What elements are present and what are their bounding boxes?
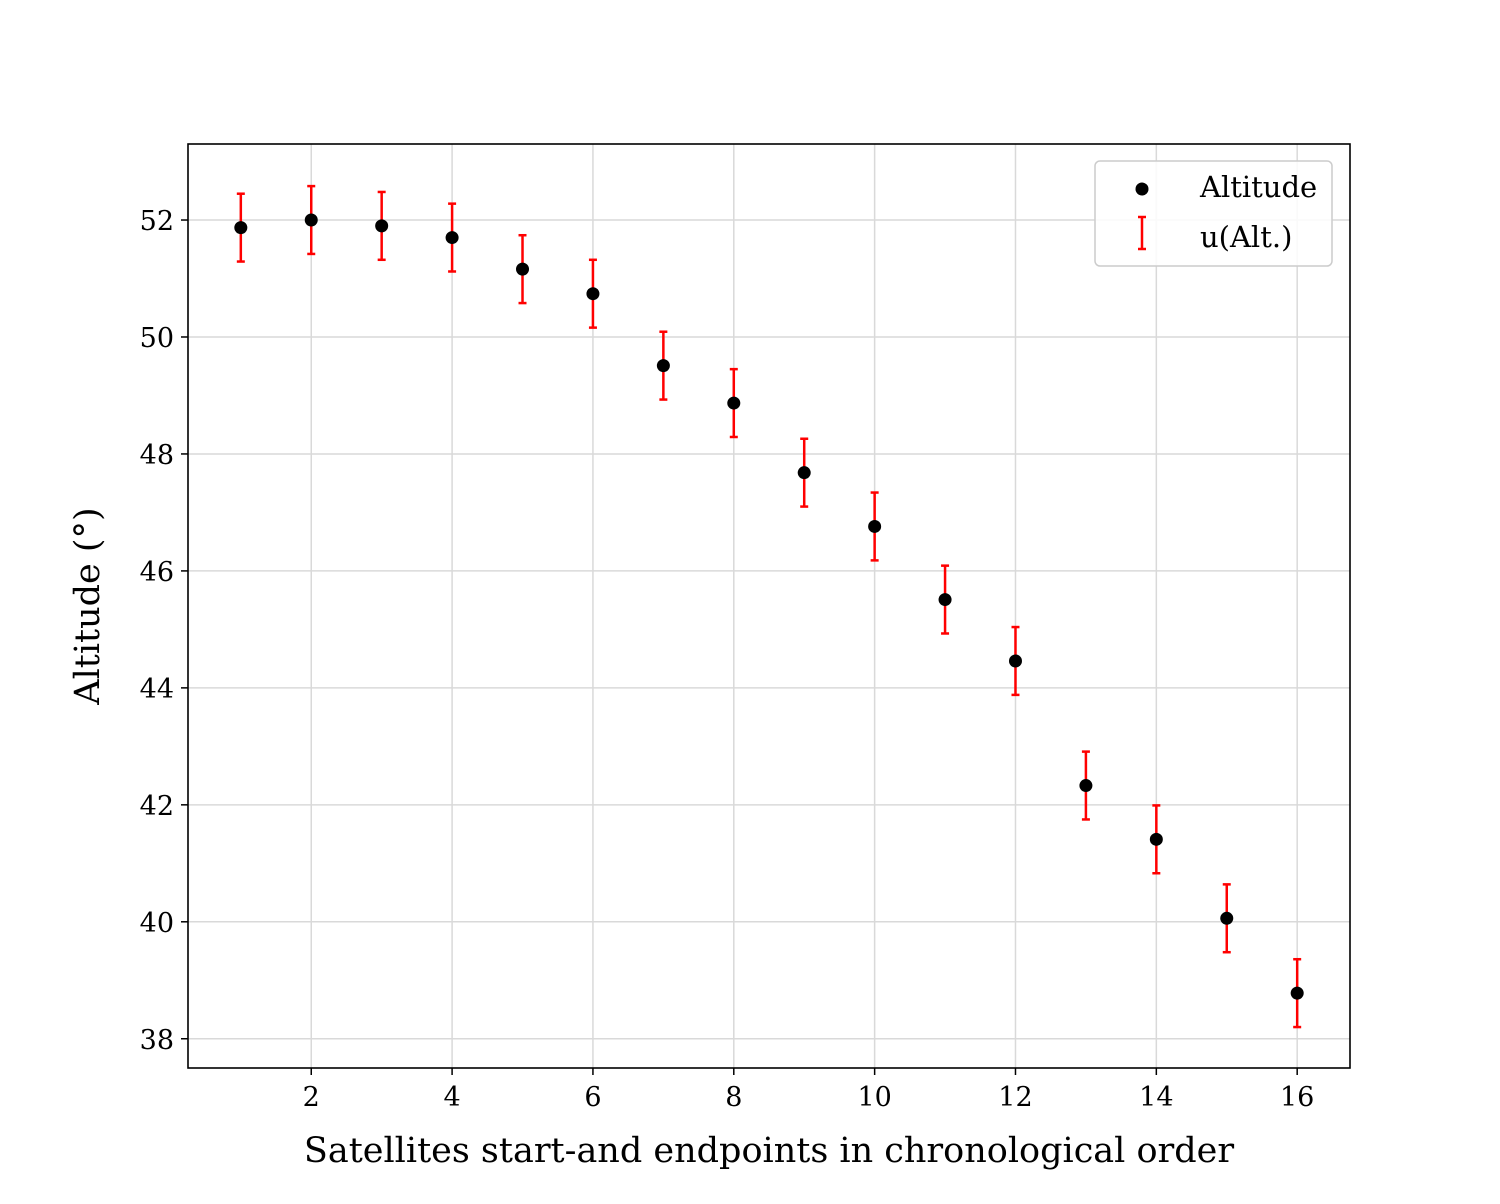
data-point xyxy=(1290,986,1304,1000)
data-point xyxy=(938,593,952,607)
data-points xyxy=(234,213,1304,1000)
x-tick-label: 16 xyxy=(1280,1082,1314,1113)
y-axis-label: Altitude (°) xyxy=(68,507,108,705)
data-point xyxy=(1008,654,1022,668)
data-point xyxy=(727,396,741,410)
legend: Altitude u(Alt.) xyxy=(1094,160,1333,267)
legend-marker-altitude xyxy=(1135,182,1149,196)
data-point xyxy=(234,221,248,235)
x-tick-label: 10 xyxy=(857,1082,891,1113)
data-point xyxy=(375,219,389,233)
y-tick-label: 50 xyxy=(140,323,174,354)
data-point xyxy=(868,519,882,533)
data-point xyxy=(1149,832,1163,846)
data-point xyxy=(304,213,318,227)
y-tick-label: 52 xyxy=(140,206,174,237)
x-tick-label: 14 xyxy=(1139,1082,1173,1113)
data-point xyxy=(656,359,670,373)
y-tick-label: 38 xyxy=(140,1025,174,1056)
legend-label-altitude: Altitude xyxy=(1199,170,1317,204)
legend-label-uncertainty: u(Alt.) xyxy=(1200,220,1292,254)
y-tick-label: 44 xyxy=(140,674,174,705)
x-tick-label: 8 xyxy=(725,1082,742,1113)
error-bars xyxy=(236,184,1302,1029)
x-tick-label: 12 xyxy=(998,1082,1032,1113)
legend-box xyxy=(1094,160,1333,267)
plot-frame xyxy=(187,143,1351,1069)
x-tick-label: 2 xyxy=(303,1082,320,1113)
data-point xyxy=(586,287,600,301)
legend-marker-uncertainty xyxy=(1138,215,1146,251)
y-tick-label: 46 xyxy=(140,557,174,588)
grid xyxy=(188,144,1350,1068)
data-point xyxy=(516,262,530,276)
x-axis-ticks: 2 4 6 8 10 12 14 16 xyxy=(303,1068,1314,1113)
y-tick-label: 42 xyxy=(140,791,174,822)
data-point xyxy=(1220,911,1234,925)
y-axis-ticks: 38 40 42 44 46 48 50 52 xyxy=(140,206,188,1056)
x-tick-label: 6 xyxy=(584,1082,601,1113)
data-point xyxy=(1079,779,1093,793)
data-point xyxy=(445,231,459,245)
y-tick-label: 40 xyxy=(140,908,174,939)
data-point xyxy=(797,466,811,480)
x-tick-label: 4 xyxy=(443,1082,460,1113)
y-tick-label: 48 xyxy=(140,440,174,471)
x-axis-label: Satellites start-and endpoints in chrono… xyxy=(304,1131,1235,1171)
